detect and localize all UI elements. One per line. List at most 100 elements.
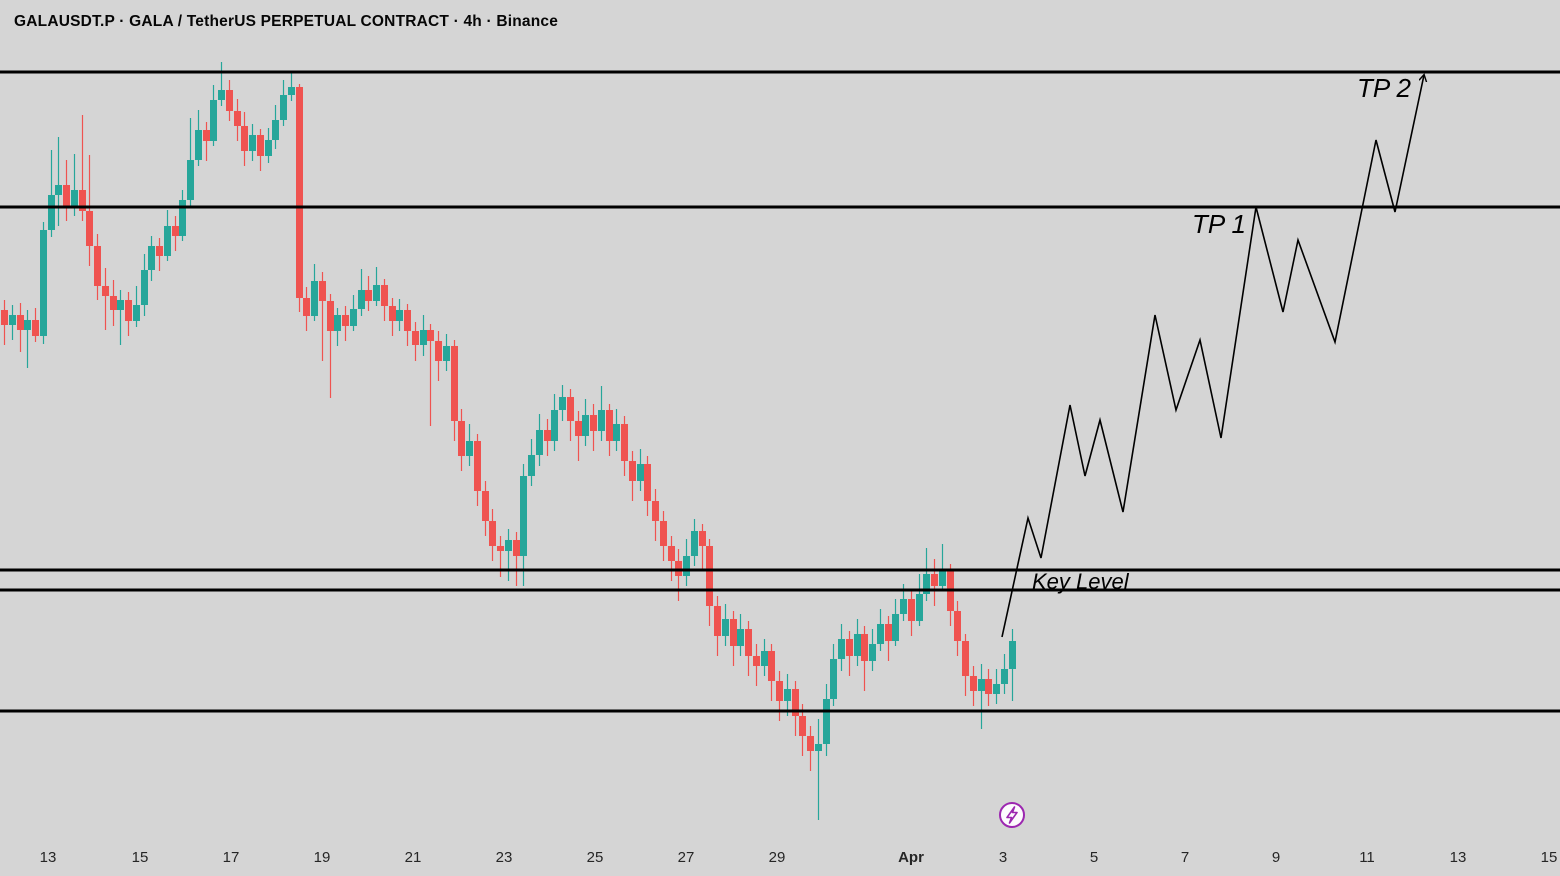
lightning-bolt-glyph [1006,806,1018,824]
candle-body [427,330,434,341]
time-axis-label: 25 [587,849,604,866]
lightning-event-icon[interactable] [999,802,1025,828]
candle-body [342,315,349,326]
candle-body [63,185,70,206]
candle-body [234,111,241,126]
candle-body [141,270,148,305]
candle-body [761,651,768,666]
candle-body [923,574,930,594]
candle-body [86,211,93,246]
candle-body [768,651,775,681]
candle-body [978,679,985,691]
time-axis-label: 15 [1541,849,1558,866]
time-axis-label: 21 [405,849,422,866]
candle-body [892,614,899,641]
candle-body [1,310,8,325]
candle-body [900,599,907,614]
candle-body [776,681,783,701]
candlestick-series [1,62,1016,820]
candle-body [869,644,876,661]
candle-body [559,397,566,410]
candle-body [412,331,419,345]
text-annotations: TP 2 TP 1 Key Level [1032,73,1411,594]
time-axis-label: 29 [769,849,786,866]
candle-body [187,160,194,200]
candle-body [823,699,830,744]
candle-body [280,95,287,120]
chart-legend-title[interactable]: GALAUSDT.P · GALA / TetherUS PERPETUAL C… [14,13,559,30]
candle-body [451,346,458,421]
candle-body [637,464,644,481]
candle-body [226,90,233,111]
candle-body [528,455,535,476]
candle-body [699,531,706,546]
projection-drawing[interactable] [1001,75,1424,638]
tp2-label[interactable]: TP 2 [1357,73,1411,103]
candle-body [745,629,752,656]
candle-body [172,226,179,236]
candle-body [644,464,651,501]
candle-body [629,461,636,481]
candle-body [714,606,721,636]
candle-body [296,87,303,298]
candle-body [567,397,574,421]
horizontal-level-lines [0,70,1560,713]
candle-body [32,320,39,336]
candle-body [327,301,334,331]
candle-body [621,424,628,461]
event-marker[interactable] [999,802,1025,828]
candle-body [505,540,512,551]
candle-body [544,430,551,441]
candle-body [792,689,799,716]
candle-body [133,305,140,321]
candle-body [218,90,225,100]
candle-body [241,126,248,151]
time-axis-label: 23 [496,849,513,866]
time-axis[interactable]: 13 15 17 19 21 23 25 27 29 Apr 3 5 7 9 11 13 15 [40,849,1558,866]
candle-body [1001,669,1008,684]
time-axis-label: 17 [223,849,240,866]
candle-body [334,315,341,331]
candle-body [148,246,155,270]
candle-body [916,594,923,621]
candle-body [125,300,132,321]
candle-body [474,441,481,491]
candle-body [420,330,427,345]
candle-body [435,341,442,361]
candle-body [807,736,814,751]
candle-body [48,195,55,230]
candle-body [830,659,837,699]
tp1-label[interactable]: TP 1 [1192,209,1246,239]
candle-body [799,716,806,736]
candle-body [489,521,496,546]
candle-body [404,310,411,331]
candle-body [249,135,256,151]
candle-body [303,298,310,316]
candle-body [17,315,24,330]
time-axis-label: 13 [1450,849,1467,866]
candle-body [1009,641,1016,669]
candle-body [265,140,272,156]
key-level-label[interactable]: Key Level [1032,569,1130,594]
candle-body [993,684,1000,694]
candle-body [272,120,279,140]
candle-body [939,569,946,586]
candle-body [443,346,450,361]
candle-body [598,410,605,431]
candle-body [885,624,892,641]
candle-body [815,744,822,751]
candle-body [497,546,504,551]
candle-body [613,424,620,441]
candle-body [582,415,589,436]
projection-zigzag-line[interactable] [1001,75,1424,638]
candle-body [722,619,729,636]
candle-body [288,87,295,95]
candle-body [590,415,597,431]
candle-body [358,290,365,309]
candle-body [877,624,884,644]
candle-body [110,296,117,310]
candle-body [373,285,380,301]
candle-body [311,281,318,316]
candle-body [575,421,582,436]
